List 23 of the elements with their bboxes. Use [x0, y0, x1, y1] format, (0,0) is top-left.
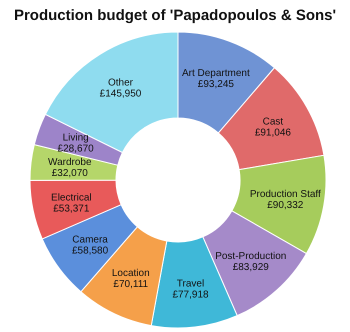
slice-label: Camera [72, 234, 108, 246]
data-label: £93,245 [198, 78, 234, 90]
data-label: £91,046 [254, 127, 292, 138]
data-label: £70,111 [113, 279, 148, 290]
data-label: £58,580 [72, 245, 109, 256]
data-label: £83,929 [232, 262, 270, 274]
slice-label: Living [62, 132, 89, 144]
slice-label: Cast [262, 116, 284, 128]
slice-label: Other [108, 77, 134, 88]
data-label: £32,070 [52, 168, 88, 180]
slice-label: Electrical [51, 192, 92, 204]
slice-label: Post-Production [215, 251, 286, 262]
slice-label: Art Department [182, 68, 250, 79]
slice-label: Travel [176, 278, 204, 290]
data-label: £145,950 [100, 88, 142, 100]
slice-label: Wardrobe [48, 157, 92, 168]
chart-title: Production budget of 'Papadopoulos & Sons' [14, 7, 336, 24]
slice-label: Location [112, 268, 150, 280]
data-label: £77,918 [172, 289, 210, 300]
data-label: £28,670 [58, 144, 94, 155]
data-label: £53,371 [53, 203, 90, 214]
data-label: £90,332 [267, 200, 304, 212]
slice-label: Production Staff [250, 189, 322, 200]
